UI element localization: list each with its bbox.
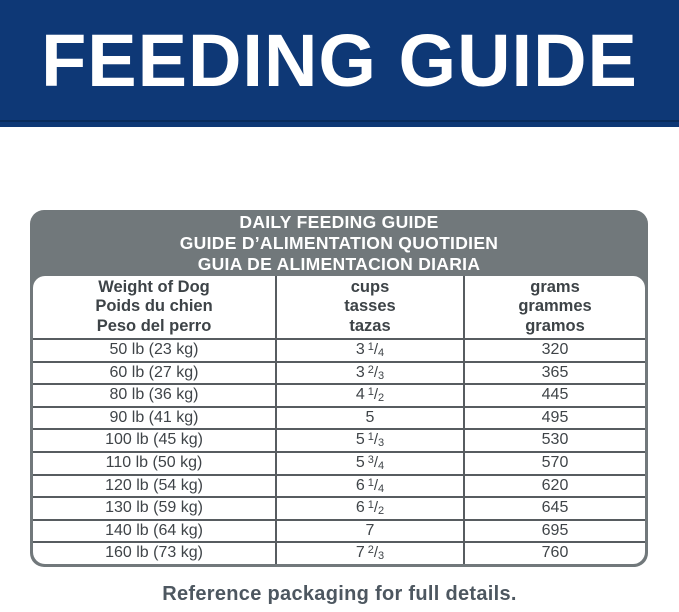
column-header-weight: Weight of Dog Poids du chien Peso del pe… xyxy=(33,276,275,338)
cups-fraction: 3/4 xyxy=(367,453,385,472)
column-header-line: Weight of Dog xyxy=(98,277,210,296)
table-row: 140 lb (64 kg) 7 695 xyxy=(33,518,645,542)
banner: FEEDING GUIDE xyxy=(0,0,679,127)
table-rows: 50 lb (23 kg) 3 1/4 320 60 lb (27 kg) 3 2/3 365… xyxy=(33,338,645,564)
grams-cell: 695 xyxy=(463,520,645,542)
table-row: 160 lb (73 kg) 7 2/3 760 xyxy=(33,541,645,564)
table-row: 110 lb (50 kg) 5 3/4 570 xyxy=(33,450,645,474)
table-row: 120 lb (54 kg) 6 1/4 620 xyxy=(33,473,645,497)
grams-cell: 620 xyxy=(463,475,645,497)
grams-cell: 320 xyxy=(463,340,645,361)
column-header-line: tazas xyxy=(349,316,391,335)
column-header-line: gramos xyxy=(525,316,585,335)
column-header-line: grams xyxy=(530,277,580,296)
grams-cell: 645 xyxy=(463,498,645,519)
table-row: 80 lb (36 kg) 4 1/2 445 xyxy=(33,383,645,406)
weight-cell: 130 lb (59 kg) xyxy=(105,499,203,517)
cups-cell: 4 1/2 xyxy=(275,385,463,406)
table-title-line-fr: GUIDE D’ALIMENTATION QUOTIDIEN xyxy=(179,232,499,253)
weight-cell: 100 lb (45 kg) xyxy=(105,431,203,449)
table-title-line-es: GUIA DE ALIMENTACION DIARIA xyxy=(197,253,481,274)
table-row: 50 lb (23 kg) 3 1/4 320 xyxy=(33,338,645,361)
weight-cell: 60 lb (27 kg) xyxy=(109,363,199,381)
weight-cell: 50 lb (23 kg) xyxy=(109,341,199,358)
weight-cell: 80 lb (36 kg) xyxy=(109,386,199,404)
cups-fraction: 1/2 xyxy=(367,499,385,518)
weight-cell: 160 lb (73 kg) xyxy=(105,544,203,562)
table-row: 130 lb (59 kg) 6 1/2 645 xyxy=(33,496,645,519)
table-title: DAILY FEEDING GUIDE GUIDE D’ALIMENTATION… xyxy=(33,210,645,276)
cups-fraction: 2/3 xyxy=(367,544,385,563)
cups-cell: 7 2/3 xyxy=(275,543,463,564)
column-header-line: Peso del perro xyxy=(96,316,212,335)
page-title: FEEDING GUIDE xyxy=(41,18,638,102)
weight-cell: 90 lb (41 kg) xyxy=(109,408,199,426)
weight-cell: 120 lb (54 kg) xyxy=(105,476,203,494)
feeding-table: DAILY FEEDING GUIDE GUIDE D’ALIMENTATION… xyxy=(30,210,648,567)
grams-cell: 570 xyxy=(463,452,645,474)
grams-cell: 445 xyxy=(463,385,645,406)
column-header-line: tasses xyxy=(344,297,396,316)
cups-cell: 5 xyxy=(275,407,463,429)
weight-cell: 140 lb (64 kg) xyxy=(105,521,203,539)
banner-stripe xyxy=(0,120,679,122)
cups-fraction: 1/3 xyxy=(367,431,385,450)
cups-cell: 5 1/3 xyxy=(275,430,463,451)
table-body: Weight of Dog Poids du chien Peso del pe… xyxy=(33,276,645,564)
cups-cell: 6 1/2 xyxy=(275,498,463,519)
column-header-cups: cups tasses tazas xyxy=(275,276,463,338)
footnote-text: Reference packaging for full details. xyxy=(162,583,517,605)
column-header-line: Poids du chien xyxy=(95,297,213,316)
grams-cell: 365 xyxy=(463,362,645,384)
grams-cell: 495 xyxy=(463,407,645,429)
cups-cell: 3 2/3 xyxy=(275,362,463,384)
cups-cell: 6 1/4 xyxy=(275,475,463,497)
table-title-line-en: DAILY FEEDING GUIDE xyxy=(239,211,439,232)
cups-fraction: 1/4 xyxy=(367,476,385,495)
grams-cell: 530 xyxy=(463,430,645,451)
table-row: 60 lb (27 kg) 3 2/3 365 xyxy=(33,360,645,384)
weight-cell: 110 lb (50 kg) xyxy=(105,453,203,471)
column-headers: Weight of Dog Poids du chien Peso del pe… xyxy=(33,276,645,338)
column-header-line: cups xyxy=(350,277,390,296)
column-header-line: grammes xyxy=(518,297,592,316)
cups-fraction: 1/4 xyxy=(367,341,385,359)
cups-cell: 7 xyxy=(275,520,463,542)
cups-fraction: 1/2 xyxy=(367,386,385,405)
cups-fraction: 2/3 xyxy=(367,363,385,382)
cups-cell: 3 1/4 xyxy=(275,340,463,361)
table-row: 100 lb (45 kg) 5 1/3 530 xyxy=(33,428,645,451)
cups-cell: 5 3/4 xyxy=(275,452,463,474)
column-header-grams: grams grammes gramos xyxy=(463,276,645,338)
footnote: Reference packaging for full details. xyxy=(0,583,679,606)
grams-cell: 760 xyxy=(463,543,645,564)
table-row: 90 lb (41 kg) 5 495 xyxy=(33,405,645,429)
